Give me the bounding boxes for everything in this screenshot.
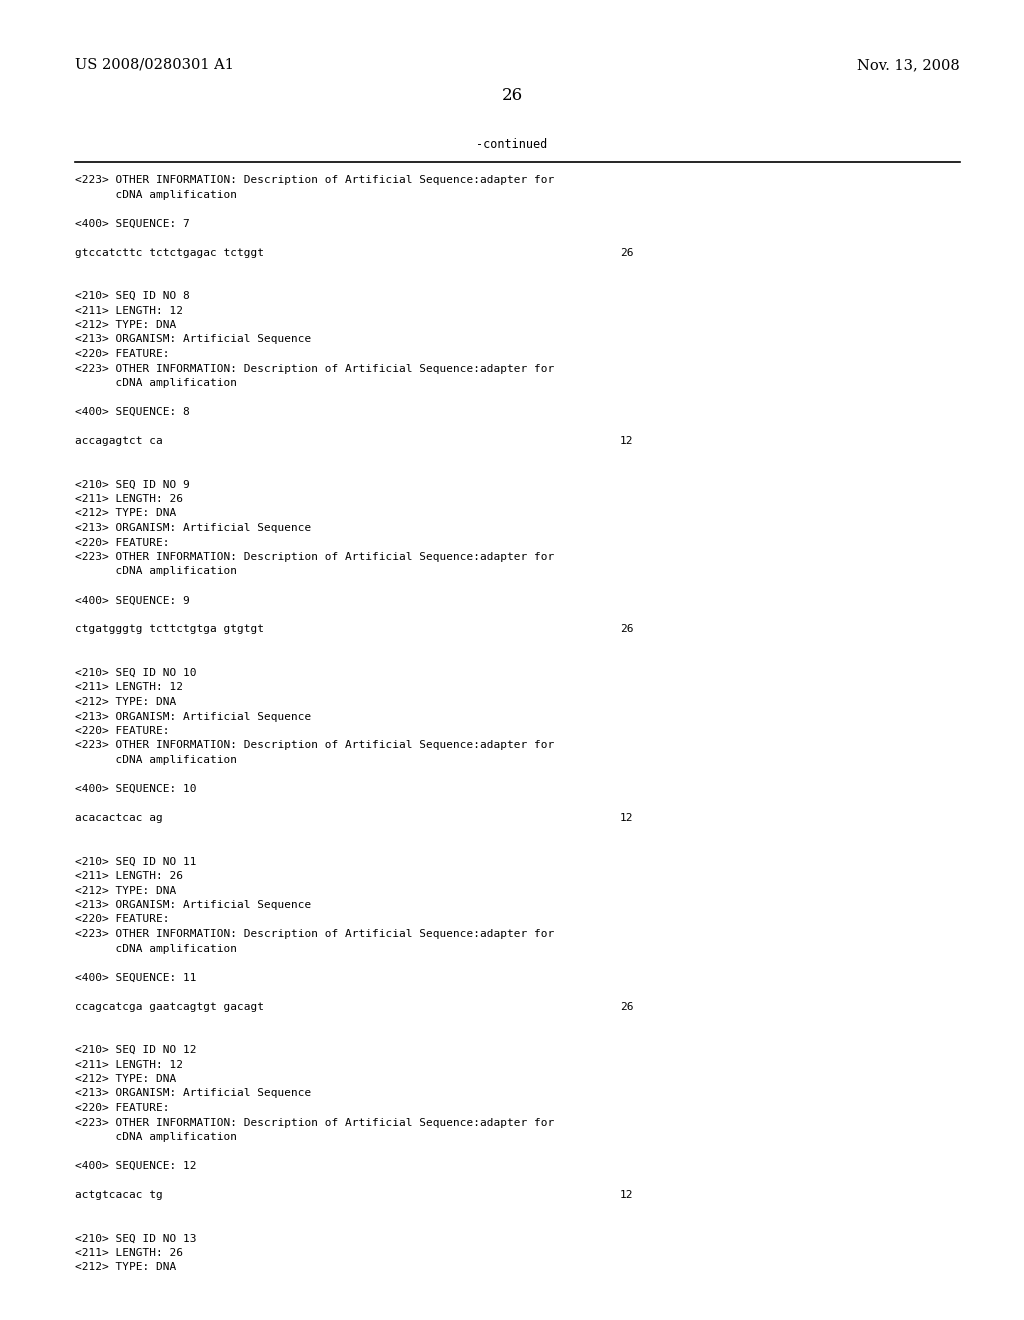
Text: <210> SEQ ID NO 10: <210> SEQ ID NO 10: [75, 668, 197, 678]
Text: cDNA amplification: cDNA amplification: [75, 190, 237, 199]
Text: <213> ORGANISM: Artificial Sequence: <213> ORGANISM: Artificial Sequence: [75, 523, 311, 533]
Text: <400> SEQUENCE: 10: <400> SEQUENCE: 10: [75, 784, 197, 795]
Text: 12: 12: [620, 1191, 634, 1200]
Text: <212> TYPE: DNA: <212> TYPE: DNA: [75, 886, 176, 895]
Text: <213> ORGANISM: Artificial Sequence: <213> ORGANISM: Artificial Sequence: [75, 334, 311, 345]
Text: acacactcac ag: acacactcac ag: [75, 813, 163, 822]
Text: cDNA amplification: cDNA amplification: [75, 755, 237, 766]
Text: <213> ORGANISM: Artificial Sequence: <213> ORGANISM: Artificial Sequence: [75, 900, 311, 909]
Text: <213> ORGANISM: Artificial Sequence: <213> ORGANISM: Artificial Sequence: [75, 1089, 311, 1098]
Text: <223> OTHER INFORMATION: Description of Artificial Sequence:adapter for: <223> OTHER INFORMATION: Description of …: [75, 552, 554, 562]
Text: 26: 26: [502, 87, 522, 103]
Text: <223> OTHER INFORMATION: Description of Artificial Sequence:adapter for: <223> OTHER INFORMATION: Description of …: [75, 1118, 554, 1127]
Text: <220> FEATURE:: <220> FEATURE:: [75, 537, 170, 548]
Text: <210> SEQ ID NO 11: <210> SEQ ID NO 11: [75, 857, 197, 866]
Text: US 2008/0280301 A1: US 2008/0280301 A1: [75, 58, 233, 73]
Text: cDNA amplification: cDNA amplification: [75, 566, 237, 577]
Text: 26: 26: [620, 248, 634, 257]
Text: accagagtct ca: accagagtct ca: [75, 436, 163, 446]
Text: <220> FEATURE:: <220> FEATURE:: [75, 348, 170, 359]
Text: <223> OTHER INFORMATION: Description of Artificial Sequence:adapter for: <223> OTHER INFORMATION: Description of …: [75, 363, 554, 374]
Text: <210> SEQ ID NO 13: <210> SEQ ID NO 13: [75, 1233, 197, 1243]
Text: <210> SEQ ID NO 8: <210> SEQ ID NO 8: [75, 290, 189, 301]
Text: actgtcacac tg: actgtcacac tg: [75, 1191, 163, 1200]
Text: <400> SEQUENCE: 8: <400> SEQUENCE: 8: [75, 407, 189, 417]
Text: ccagcatcga gaatcagtgt gacagt: ccagcatcga gaatcagtgt gacagt: [75, 1002, 264, 1011]
Text: <223> OTHER INFORMATION: Description of Artificial Sequence:adapter for: <223> OTHER INFORMATION: Description of …: [75, 741, 554, 751]
Text: gtccatcttc tctctgagac tctggt: gtccatcttc tctctgagac tctggt: [75, 248, 264, 257]
Text: <212> TYPE: DNA: <212> TYPE: DNA: [75, 319, 176, 330]
Text: <213> ORGANISM: Artificial Sequence: <213> ORGANISM: Artificial Sequence: [75, 711, 311, 722]
Text: 26: 26: [620, 1002, 634, 1011]
Text: <212> TYPE: DNA: <212> TYPE: DNA: [75, 508, 176, 519]
Text: cDNA amplification: cDNA amplification: [75, 378, 237, 388]
Text: <400> SEQUENCE: 7: <400> SEQUENCE: 7: [75, 219, 189, 228]
Text: <400> SEQUENCE: 12: <400> SEQUENCE: 12: [75, 1162, 197, 1171]
Text: <211> LENGTH: 12: <211> LENGTH: 12: [75, 682, 183, 693]
Text: <400> SEQUENCE: 9: <400> SEQUENCE: 9: [75, 595, 189, 606]
Text: <400> SEQUENCE: 11: <400> SEQUENCE: 11: [75, 973, 197, 982]
Text: <210> SEQ ID NO 12: <210> SEQ ID NO 12: [75, 1045, 197, 1055]
Text: <212> TYPE: DNA: <212> TYPE: DNA: [75, 697, 176, 708]
Text: <223> OTHER INFORMATION: Description of Artificial Sequence:adapter for: <223> OTHER INFORMATION: Description of …: [75, 929, 554, 939]
Text: <211> LENGTH: 26: <211> LENGTH: 26: [75, 1247, 183, 1258]
Text: <220> FEATURE:: <220> FEATURE:: [75, 915, 170, 924]
Text: <211> LENGTH: 26: <211> LENGTH: 26: [75, 494, 183, 504]
Text: 26: 26: [620, 624, 634, 635]
Text: <211> LENGTH: 12: <211> LENGTH: 12: [75, 305, 183, 315]
Text: 12: 12: [620, 813, 634, 822]
Text: ctgatgggtg tcttctgtga gtgtgt: ctgatgggtg tcttctgtga gtgtgt: [75, 624, 264, 635]
Text: <220> FEATURE:: <220> FEATURE:: [75, 1104, 170, 1113]
Text: <223> OTHER INFORMATION: Description of Artificial Sequence:adapter for: <223> OTHER INFORMATION: Description of …: [75, 176, 554, 185]
Text: cDNA amplification: cDNA amplification: [75, 944, 237, 953]
Text: 12: 12: [620, 436, 634, 446]
Text: -continued: -continued: [476, 139, 548, 152]
Text: <212> TYPE: DNA: <212> TYPE: DNA: [75, 1074, 176, 1084]
Text: <211> LENGTH: 12: <211> LENGTH: 12: [75, 1060, 183, 1069]
Text: <211> LENGTH: 26: <211> LENGTH: 26: [75, 871, 183, 880]
Text: Nov. 13, 2008: Nov. 13, 2008: [857, 58, 961, 73]
Text: <212> TYPE: DNA: <212> TYPE: DNA: [75, 1262, 176, 1272]
Text: <220> FEATURE:: <220> FEATURE:: [75, 726, 170, 737]
Text: <210> SEQ ID NO 9: <210> SEQ ID NO 9: [75, 479, 189, 490]
Text: cDNA amplification: cDNA amplification: [75, 1133, 237, 1142]
